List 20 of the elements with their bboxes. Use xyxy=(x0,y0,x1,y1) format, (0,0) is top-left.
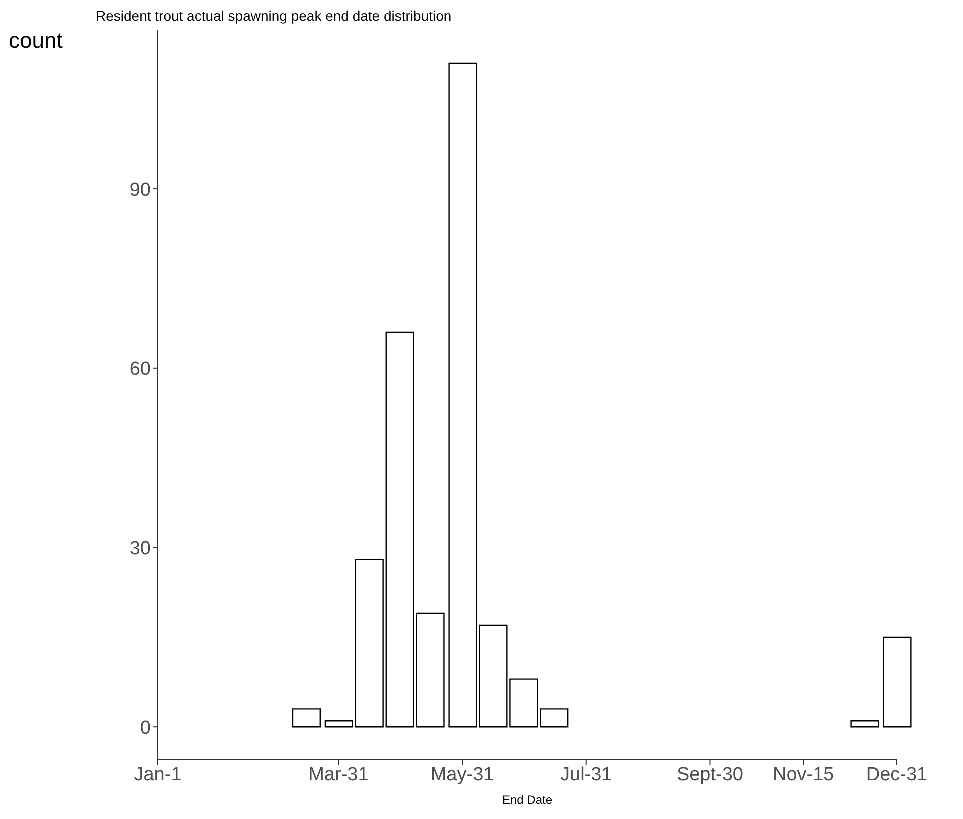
chart-title: Resident trout actual spawning peak end date distribution xyxy=(96,8,452,24)
x-tick-label: Mar-31 xyxy=(308,764,369,786)
x-tick-label: Nov-15 xyxy=(772,764,834,786)
y-axis-title: count xyxy=(9,28,63,54)
y-tick-label: 90 xyxy=(130,180,151,201)
x-tick-label: Sept-30 xyxy=(676,764,744,786)
bar xyxy=(324,720,354,728)
bar xyxy=(540,708,569,728)
x-tick-label: Dec-31 xyxy=(866,764,928,786)
bar xyxy=(292,708,321,728)
bar xyxy=(355,559,384,728)
bar xyxy=(883,636,912,728)
x-axis-title: End Date xyxy=(502,793,553,807)
bar xyxy=(850,720,880,728)
x-tick-label: Jan-1 xyxy=(134,764,182,786)
y-tick-label: 60 xyxy=(130,359,151,380)
y-tick-label: 0 xyxy=(140,718,151,739)
y-tick-label: 30 xyxy=(130,538,151,560)
x-tick-label: May-31 xyxy=(430,764,494,786)
x-tick-label: Jul-31 xyxy=(560,764,612,786)
